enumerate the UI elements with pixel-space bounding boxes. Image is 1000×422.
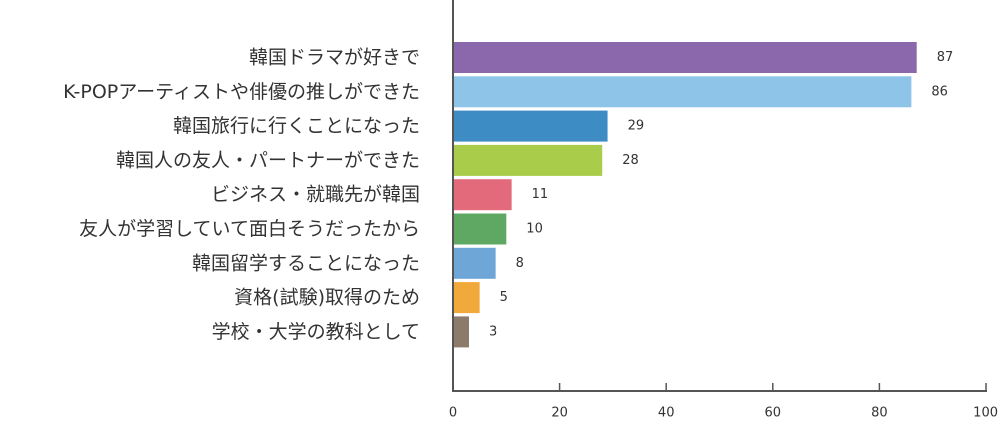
category-label-5: ビジネス・就職先が韓国 <box>211 184 420 206</box>
value-label-2: 86 <box>931 84 948 99</box>
category-label-6: 友人が学習していて面白そうだったから <box>79 218 420 240</box>
value-label-4: 28 <box>622 153 639 168</box>
labels-layer: 韓国ドラマが好きで 87 K-POPアーティストや俳優の推しができた 86 韓国旅行に行… <box>63 47 998 421</box>
x-tick-label-20: 20 <box>551 406 568 421</box>
x-tick-label-60: 60 <box>765 406 782 421</box>
value-label-1: 87 <box>937 50 954 65</box>
value-label-6: 10 <box>526 222 543 237</box>
category-label-4: 韓国人の友人・パートナーができた <box>116 149 420 171</box>
bar-7 <box>453 247 496 279</box>
value-label-5: 11 <box>532 187 549 202</box>
x-tick-label-80: 80 <box>871 406 888 421</box>
bar-9 <box>453 316 469 348</box>
category-label-8: 資格(試験)取得のため <box>234 287 420 309</box>
bar-3 <box>453 110 608 142</box>
bar-1 <box>453 42 917 73</box>
value-label-9: 3 <box>489 324 497 339</box>
axis-layer <box>452 0 987 392</box>
category-label-1: 韓国ドラマが好きで <box>249 47 420 69</box>
bar-5 <box>453 179 512 211</box>
category-label-3: 韓国旅行に行くことになった <box>173 115 420 137</box>
x-tick-label-100: 100 <box>973 406 998 421</box>
category-label-7: 韓国留学することになった <box>192 252 420 274</box>
category-label-9: 学校・大学の教科として <box>212 321 420 343</box>
bars-layer <box>453 42 917 348</box>
x-tick-label-0: 0 <box>449 406 457 421</box>
category-label-2: K-POPアーティストや俳優の推しができた <box>63 81 420 103</box>
bar-4 <box>453 144 603 176</box>
bar-2 <box>453 76 912 108</box>
value-label-3: 29 <box>628 119 645 134</box>
value-label-8: 5 <box>500 290 508 305</box>
x-tick-label-40: 40 <box>658 406 675 421</box>
value-label-7: 8 <box>516 256 524 271</box>
bar-6 <box>453 213 507 245</box>
bar-8 <box>453 282 480 314</box>
